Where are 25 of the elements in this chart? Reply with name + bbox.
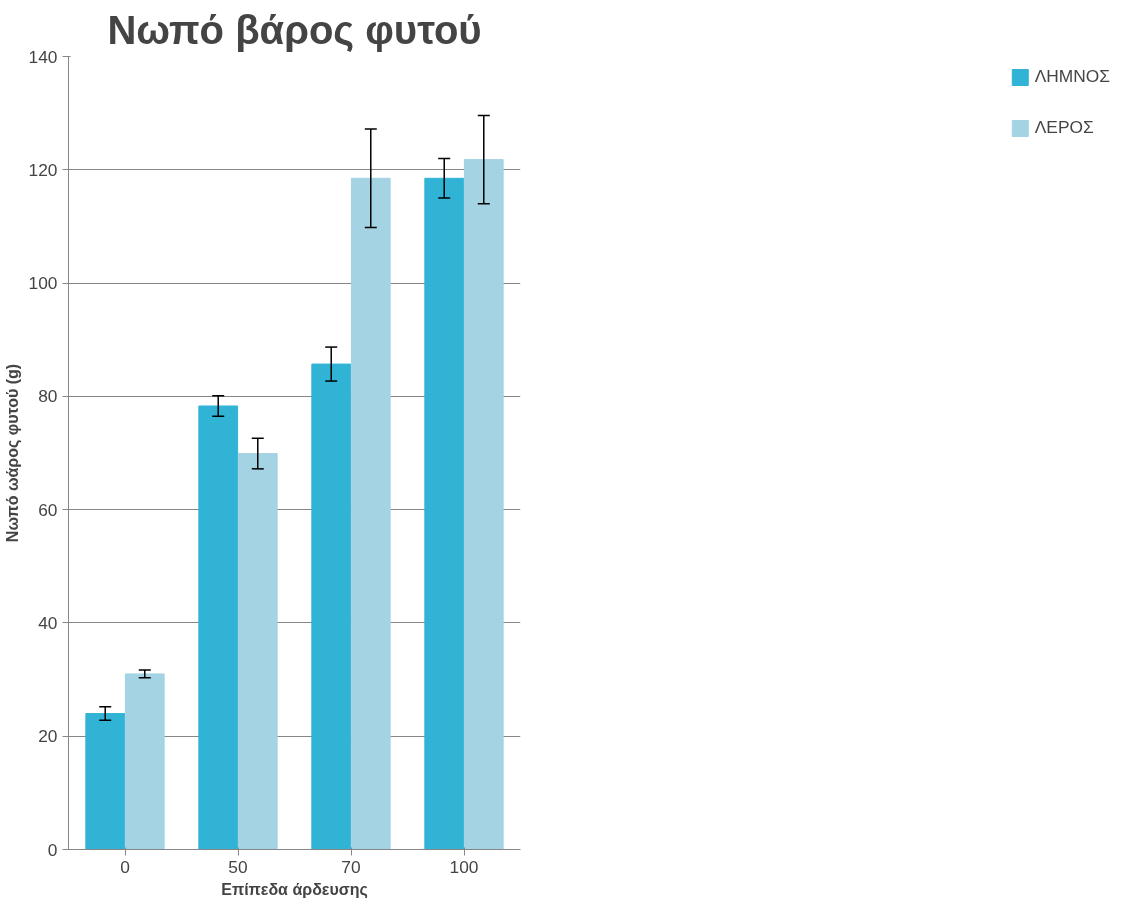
y-tick-label: 20 xyxy=(38,726,58,747)
bar xyxy=(85,713,126,850)
bar xyxy=(198,405,239,850)
y-tick-label: 120 xyxy=(28,159,58,180)
legend-label: ΛΗΜΝΟΣ xyxy=(1034,66,1110,87)
y-tick-label: 60 xyxy=(38,499,58,520)
legend-label: ΛΕΡΟΣ xyxy=(1034,117,1094,138)
chart-title: Νωπό βάρος φυτού xyxy=(107,7,482,53)
x-tick-label: 70 xyxy=(341,856,361,877)
y-tick-label: 0 xyxy=(47,839,58,860)
y-tick-label: 80 xyxy=(38,386,58,407)
bar xyxy=(237,453,278,850)
bar xyxy=(311,363,352,850)
bar xyxy=(424,177,465,850)
bar xyxy=(463,159,504,850)
x-axis-title: Επίπεδα άρδευσης xyxy=(221,880,368,899)
y-axis-title: Νωπό ωάρος φυτού (g) xyxy=(3,363,22,543)
bar xyxy=(350,177,391,850)
y-tick-label: 140 xyxy=(28,46,58,67)
x-tick-label: 0 xyxy=(120,856,130,877)
y-tick-label: 100 xyxy=(28,273,58,294)
y-tick-label: 40 xyxy=(38,612,58,633)
x-tick-label: 100 xyxy=(449,856,479,877)
bar xyxy=(124,673,165,850)
x-tick-label: 50 xyxy=(228,856,248,877)
